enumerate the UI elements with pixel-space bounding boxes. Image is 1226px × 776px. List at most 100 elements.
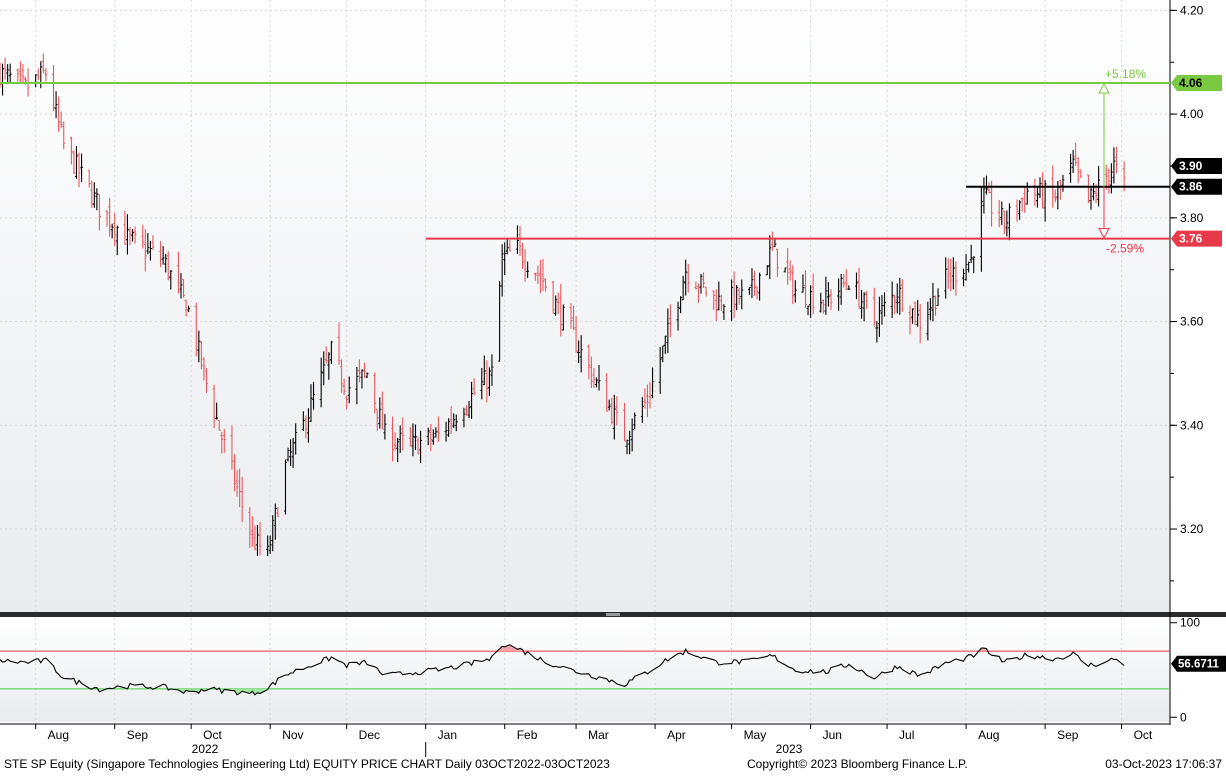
price-candle [1041,172,1045,209]
price-candle [793,280,797,303]
price-candle [587,344,591,380]
price-candle [668,304,672,338]
price-candle [220,431,224,454]
price-candle [911,308,915,324]
price-candle [972,256,976,274]
price-candle [829,289,833,310]
price-candle [628,430,632,455]
price-candle [594,377,598,388]
price-candle [773,238,777,248]
price-candle [416,437,420,455]
price-candle [551,280,555,314]
price-candle [355,366,359,405]
rsi-line [0,644,1125,696]
price-candle [1107,168,1111,194]
price-candle [714,289,718,322]
price-candle [1109,163,1113,194]
price-candle [176,251,180,294]
price-candle [730,279,734,321]
x-tick-label: Aug [48,728,69,742]
price-candle [258,522,262,556]
price-candle [373,372,377,414]
price-candle [806,305,810,316]
price-candle [449,406,453,435]
price-candle [740,279,744,310]
price-candle [936,288,940,306]
price-candle [467,400,471,419]
price-candle [235,470,239,497]
price-candle [895,283,899,314]
price-candle [541,258,545,292]
price-level-tag-bg [1171,178,1222,195]
price-candle [164,254,168,273]
price-candle [533,272,537,281]
price-candle [166,251,170,281]
candlestick-series [0,53,1126,557]
price-candle [574,316,578,353]
price-candle [80,153,84,182]
price-candle [508,240,512,252]
price-candle [125,214,129,255]
downside-annotation: -2.59% [1106,242,1144,256]
price-candle [854,272,858,300]
price-candle [108,197,112,237]
price-candle [8,63,12,83]
price-candle [737,287,741,305]
price-candle [360,369,364,389]
price-candle [133,226,137,244]
price-candle [128,226,132,246]
price-candle [577,340,581,364]
price-candle [485,360,489,403]
price-candle [928,298,932,321]
price-candle [633,412,637,430]
x-tick-label: Jan [438,728,457,742]
price-candle [462,407,466,428]
price-candle [306,408,310,443]
price-candle [6,64,10,85]
price-candle [589,356,593,388]
price-level-tag-text: 3.76 [1179,232,1203,246]
price-candle [783,267,787,273]
price-candle [597,365,601,391]
price-candle [18,61,22,85]
price-level-tag-bg [1171,230,1222,247]
price-candle [1015,199,1019,222]
price-candle [561,304,565,331]
price-candle [444,421,448,442]
price-candle [839,274,843,305]
price-candle [699,273,703,294]
price-candle [900,279,904,312]
price-candle [865,291,869,309]
price-candle [222,428,226,453]
price-candle [202,356,206,381]
price-candle [681,275,685,301]
price-candle [194,302,198,357]
price-candle [1053,189,1057,203]
price-candle [431,429,435,445]
price-candle [515,225,519,254]
x-tick-label: Oct [203,728,222,742]
price-candle [569,303,573,329]
price-candle [844,269,848,291]
price-level-tag-bg [1171,74,1222,91]
price-candle [77,152,81,188]
price-candle [204,367,208,393]
price-candle [309,384,313,423]
price-candle [860,289,864,319]
price-candle [36,68,40,81]
price-candle [765,265,769,276]
price-candle [253,525,257,551]
price-candle [383,414,387,440]
price-candle [984,175,988,195]
x-tick-label: Jun [823,728,842,742]
price-candle [391,416,395,462]
x-tick-label: Mar [588,728,609,742]
price-candle [1089,187,1093,210]
price-candle [1071,149,1075,174]
price-candle [266,535,270,557]
price-candle [105,210,109,227]
price-candle [890,281,894,318]
price-candle [233,454,237,492]
price-candle [893,294,897,314]
x-tick-label: Jul [899,728,914,742]
